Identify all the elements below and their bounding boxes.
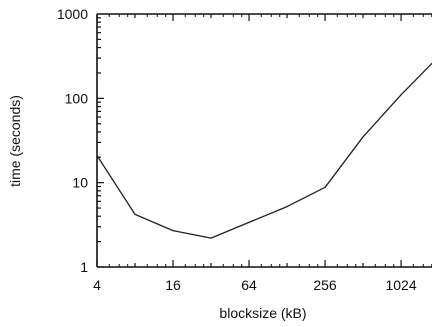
x-tick-label: 256: [313, 277, 337, 293]
data-point: [400, 94, 402, 96]
y-tick-label: 10: [72, 175, 88, 191]
y-axis-title: time (seconds): [7, 95, 23, 187]
x-tick-label: 64: [241, 277, 257, 293]
axis-ticks: [96, 14, 432, 268]
y-tick-labels: 1 10 100 1000: [57, 6, 88, 275]
series-line: [96, 62, 432, 239]
y-tick-label: 100: [65, 90, 89, 106]
y-tick-label: 1: [80, 259, 88, 275]
data-point: [134, 213, 136, 216]
x-tick-labels: 4 16 64 256 1024: [93, 277, 417, 293]
data-point: [362, 136, 364, 138]
x-tick-label: 16: [165, 277, 181, 293]
y-tick-label: 1000: [57, 6, 88, 22]
data-point: [96, 154, 98, 157]
x-tick-label: 4: [93, 277, 101, 293]
data-point: [324, 186, 326, 188]
data-point: [210, 237, 212, 239]
plot-frame: [96, 13, 432, 268]
data-point: [286, 206, 288, 208]
x-tick-label: 1024: [385, 277, 416, 293]
data-point: [172, 230, 174, 232]
series-layer: [96, 62, 432, 239]
x-axis-title: blocksize (kB): [219, 305, 306, 321]
